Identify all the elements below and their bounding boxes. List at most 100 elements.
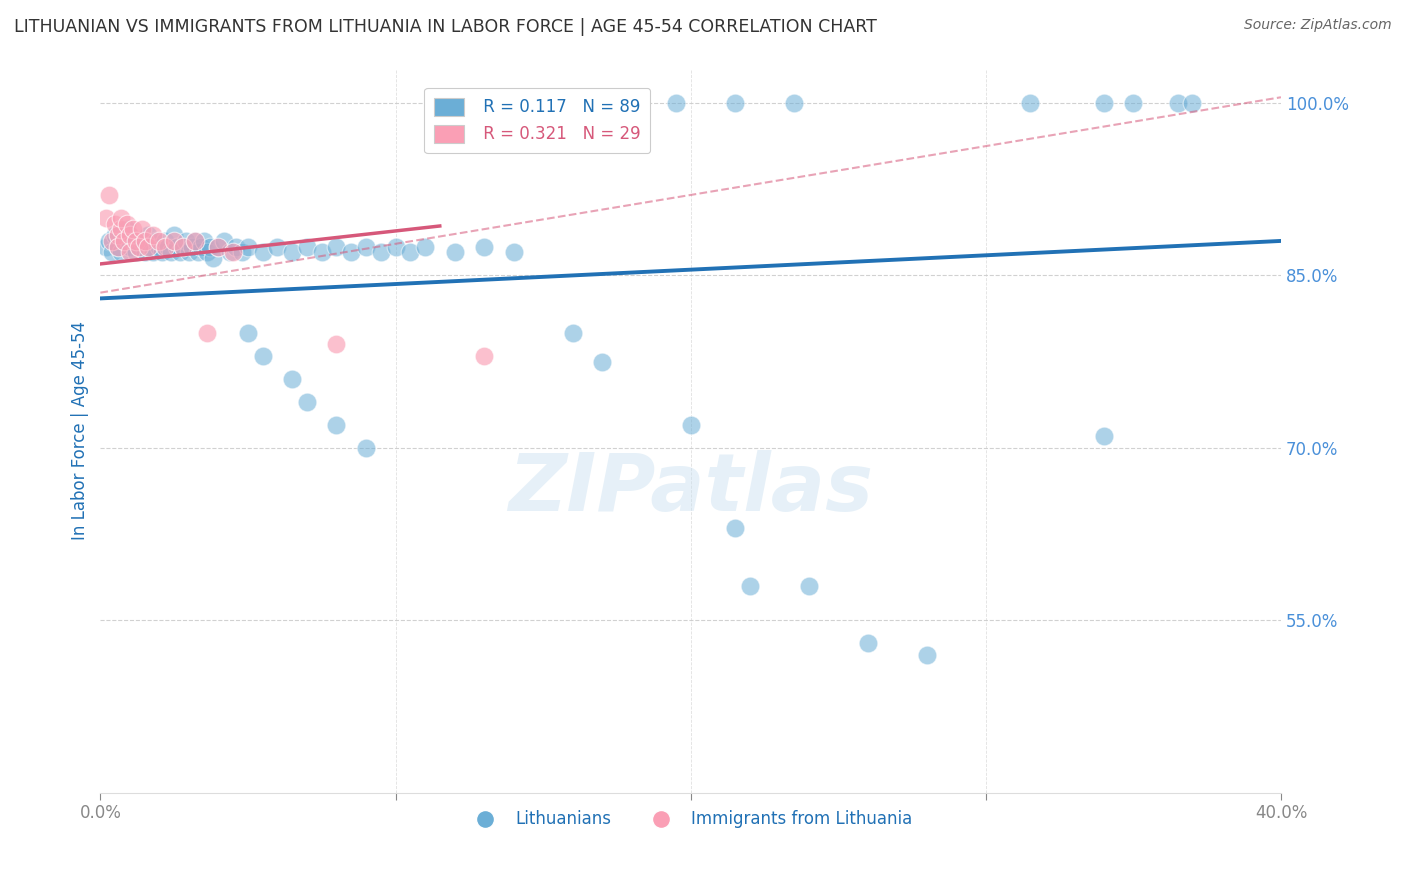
Point: [340, 245, 363, 260]
Point: [252, 349, 274, 363]
Point: [384, 240, 406, 254]
Point: [856, 636, 879, 650]
Point: [150, 245, 173, 260]
Point: [1092, 429, 1115, 443]
Point: [142, 228, 165, 243]
Point: [724, 521, 747, 535]
Point: [125, 245, 148, 260]
Point: [219, 245, 242, 260]
Point: [1181, 95, 1204, 110]
Point: [561, 326, 583, 340]
Point: [107, 240, 129, 254]
Point: [620, 95, 643, 110]
Point: [193, 234, 215, 248]
Point: [101, 234, 124, 248]
Point: [134, 234, 156, 248]
Point: [370, 245, 392, 260]
Point: [222, 245, 245, 260]
Point: [797, 579, 820, 593]
Point: [443, 245, 465, 260]
Point: [201, 251, 224, 265]
Point: [118, 245, 141, 260]
Point: [180, 240, 202, 254]
Point: [198, 240, 221, 254]
Point: [131, 234, 153, 248]
Point: [266, 240, 288, 254]
Point: [112, 234, 135, 248]
Text: ZIPatlas: ZIPatlas: [508, 450, 873, 527]
Point: [207, 240, 229, 254]
Point: [110, 211, 132, 225]
Text: LITHUANIAN VS IMMIGRANTS FROM LITHUANIA IN LABOR FORCE | AGE 45-54 CORRELATION C: LITHUANIAN VS IMMIGRANTS FROM LITHUANIA …: [14, 18, 877, 36]
Point: [1167, 95, 1189, 110]
Point: [281, 245, 304, 260]
Point: [110, 245, 132, 260]
Point: [472, 240, 495, 254]
Point: [252, 245, 274, 260]
Point: [231, 245, 253, 260]
Point: [1092, 95, 1115, 110]
Point: [98, 188, 121, 202]
Point: [295, 240, 318, 254]
Point: [915, 648, 938, 662]
Point: [783, 95, 806, 110]
Point: [128, 240, 150, 254]
Point: [236, 326, 259, 340]
Point: [295, 395, 318, 409]
Point: [101, 245, 124, 260]
Point: [155, 234, 177, 248]
Point: [225, 240, 247, 254]
Point: [107, 228, 129, 243]
Point: [472, 349, 495, 363]
Point: [163, 234, 186, 248]
Point: [195, 245, 218, 260]
Point: [413, 240, 436, 254]
Point: [139, 240, 162, 254]
Point: [502, 245, 524, 260]
Point: [184, 234, 207, 248]
Point: [148, 240, 170, 254]
Point: [207, 240, 229, 254]
Point: [724, 95, 747, 110]
Legend: Lithuanians, Immigrants from Lithuania: Lithuanians, Immigrants from Lithuania: [463, 804, 920, 835]
Point: [166, 240, 188, 254]
Point: [591, 354, 613, 368]
Point: [131, 222, 153, 236]
Point: [112, 234, 135, 248]
Point: [136, 228, 159, 243]
Point: [115, 217, 138, 231]
Point: [399, 245, 422, 260]
Point: [281, 372, 304, 386]
Point: [172, 240, 194, 254]
Point: [96, 211, 118, 225]
Point: [157, 240, 180, 254]
Point: [738, 579, 761, 593]
Point: [325, 240, 347, 254]
Point: [195, 326, 218, 340]
Point: [187, 245, 209, 260]
Y-axis label: In Labor Force | Age 45-54: In Labor Force | Age 45-54: [72, 321, 89, 540]
Point: [118, 228, 141, 243]
Point: [155, 240, 177, 254]
Point: [354, 240, 377, 254]
Point: [148, 234, 170, 248]
Point: [174, 234, 197, 248]
Text: Source: ZipAtlas.com: Source: ZipAtlas.com: [1244, 18, 1392, 32]
Point: [354, 441, 377, 455]
Point: [121, 234, 143, 248]
Point: [134, 245, 156, 260]
Point: [311, 245, 333, 260]
Point: [115, 222, 138, 236]
Point: [136, 240, 159, 254]
Point: [110, 222, 132, 236]
Point: [98, 234, 121, 248]
Point: [679, 417, 702, 432]
Point: [107, 240, 129, 254]
Point: [576, 95, 599, 110]
Point: [665, 95, 688, 110]
Point: [104, 217, 127, 231]
Point: [531, 95, 554, 110]
Point: [163, 228, 186, 243]
Point: [236, 240, 259, 254]
Point: [125, 234, 148, 248]
